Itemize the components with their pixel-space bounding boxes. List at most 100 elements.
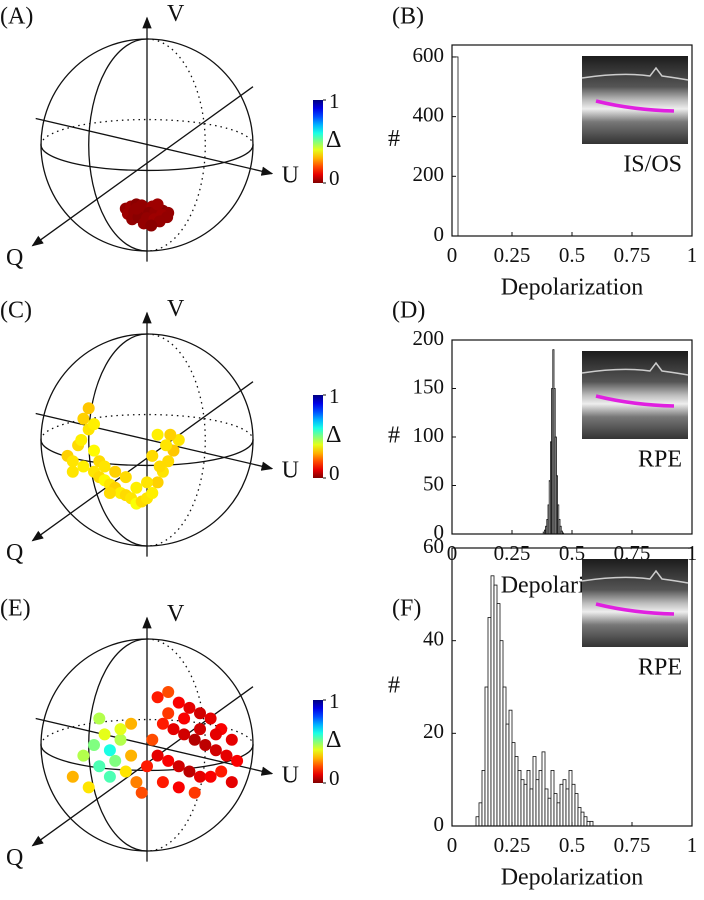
sphere-point [194,707,206,720]
colorbar-tick-label: 0 [329,461,340,485]
histogram-bar [562,779,567,827]
sphere-point [178,728,191,741]
x-tick-label: 0.5 [559,243,585,267]
histogram-bar [484,686,489,827]
colorbar-tick-label: 1 [329,89,340,113]
sphere-point [82,781,95,794]
u-axis-label: U [282,762,299,788]
x-tick-label: 0.5 [559,541,585,565]
colorbar-tick-label: 0 [329,166,340,190]
x-tick-label: 0.75 [614,243,651,267]
colorbar-tick-label: 0 [329,766,340,790]
histogram-bar [553,793,558,827]
sphere-point [88,418,100,431]
sphere-point [66,455,79,468]
sphere-point [225,733,238,746]
sphere-point [151,198,164,211]
sphere-point [172,696,185,709]
inset-layer [581,361,689,376]
panel-label: (F) [392,596,421,622]
histogram-bar [529,788,534,827]
y-tick-label: 600 [413,43,445,67]
sphere-point [103,487,116,499]
histogram-bar [544,788,549,827]
sphere-point [162,707,175,720]
inset-image [582,351,688,439]
sphere-point [135,786,148,799]
inset-image [582,559,688,647]
x-axis-label: Depolarization [501,865,644,891]
sphere-point [225,776,238,789]
sphere-point [164,428,177,441]
sphere-point [151,691,164,704]
histogram-bar [580,811,585,827]
histogram-bar [487,617,492,827]
histogram-bar [493,584,498,827]
sphere-point [93,760,106,773]
histogram-bar [541,751,546,827]
colorbar-label: Δ [326,422,341,448]
sphere-point [130,481,143,494]
y-tick-label: 150 [413,374,445,398]
inset-label: IS/OS [623,152,682,178]
sphere-point [162,754,175,767]
sphere-point [141,476,153,489]
y-tick-label: 100 [413,423,445,447]
sphere-point [146,733,159,746]
sphere-point [215,765,228,778]
inset-segmentation [595,394,675,408]
sphere-point [98,460,111,473]
sphere-point [204,712,217,725]
sphere-point [151,749,164,762]
panel-label: (D) [392,298,425,324]
histogram-bar [475,816,480,827]
x-tick-label: 1 [687,833,698,857]
inset-image [582,56,688,144]
sphere-point [146,487,159,499]
histogram-bar [586,820,591,827]
y-axis-label: # [388,126,400,152]
sphere-point [82,402,95,415]
colorbar-label: Δ [326,127,341,153]
sphere-point [88,739,100,751]
colorbar-label: Δ [326,727,341,753]
histogram: 0 200 400 600 0 0.25 0.5 0.75 1 Depolarization # IS… [388,43,697,301]
y-tick-label: 0 [434,812,445,836]
meridian-front [88,333,148,547]
q-axis-label: Q [6,540,23,566]
histogram-bar [517,770,522,827]
colorbar-tick-label: 1 [329,689,340,713]
colorbar-tick-label: 1 [329,384,340,408]
y-axis-label: # [388,673,400,699]
histogram-bar [499,640,504,827]
sphere-point [178,712,191,725]
histogram-bar [505,723,510,827]
sphere-point [130,776,143,789]
q-axis-label: Q [6,245,23,271]
u-axis-label: U [282,162,299,188]
x-tick-label: 1 [687,243,698,267]
y-axis-label: # [388,423,400,449]
sphere-point [172,760,185,773]
v-axis-label: V [167,601,185,627]
histogram-bar [514,756,519,827]
poincare-sphere: V U Q 0 1 Δ [6,296,341,566]
q-axis [31,381,254,542]
histogram-bar [547,797,552,827]
sphere-point [109,465,122,478]
panel-label: (B) [392,4,424,30]
q-axis [31,86,254,247]
y-tick-label: 40 [423,626,444,650]
sphere-point [119,765,132,778]
u-axis-label: U [282,457,299,483]
histogram-bar [535,779,540,827]
sphere-point [66,770,79,783]
histogram-bar [520,779,525,827]
inset-label: RPE [638,655,682,681]
y-tick-label: 50 [423,471,444,495]
poincare-sphere: V U Q 0 1 Δ [6,1,341,271]
histogram-bar [478,802,483,827]
histogram-bar [574,793,579,827]
